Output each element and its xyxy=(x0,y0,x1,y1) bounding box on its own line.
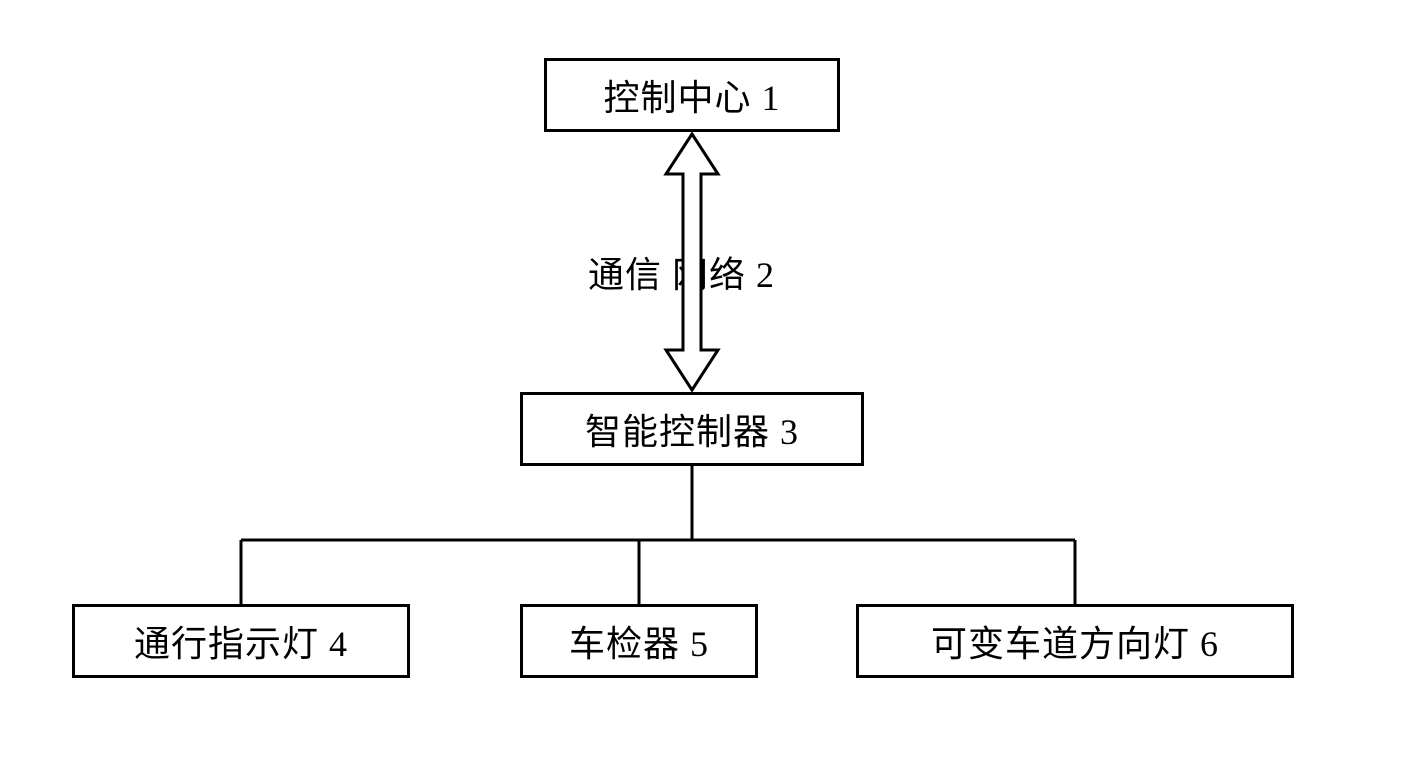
tree-connector xyxy=(0,0,1411,769)
